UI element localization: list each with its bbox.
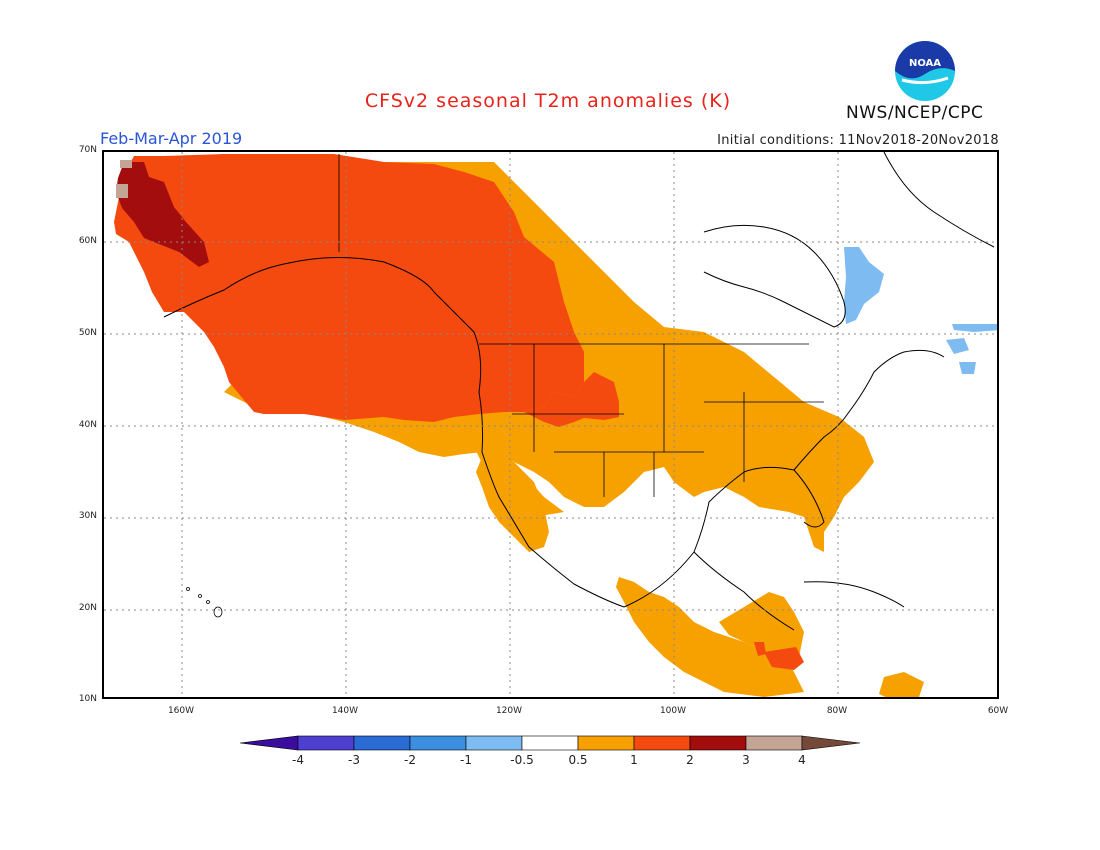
colorbar-cell: [465, 735, 523, 751]
lat-label: 70N: [78, 145, 97, 155]
colorbar-cell: [689, 735, 747, 751]
cold-anomaly-field: [844, 247, 997, 374]
colorbar: [240, 735, 861, 751]
lon-label: 100W: [659, 706, 687, 716]
colorbar-cell: [577, 735, 635, 751]
lon-label: 120W: [495, 706, 523, 716]
anomaly-field-1-2: [114, 154, 804, 670]
colorbar-label: 3: [742, 753, 750, 767]
lat-label: 30N: [78, 511, 97, 521]
colorbar-label: -3: [348, 753, 360, 767]
colorbar-label: 1: [630, 753, 638, 767]
anomaly-map: [104, 152, 997, 697]
lon-label: 140W: [331, 706, 359, 716]
map-title: CFSv2 seasonal T2m anomalies (K): [364, 90, 732, 112]
colorbar-cell: [409, 735, 467, 751]
lat-label: 60N: [78, 236, 97, 246]
lat-label: 40N: [78, 420, 97, 430]
lat-label: 50N: [78, 328, 97, 338]
political-borders: [338, 154, 824, 497]
colorbar-label: -4: [292, 753, 304, 767]
lat-label: 20N: [78, 603, 97, 613]
lon-label: 160W: [167, 706, 195, 716]
colorbar-label: 4: [798, 753, 806, 767]
colorbar-label: -1: [460, 753, 472, 767]
noaa-logo: NOAA: [895, 41, 955, 101]
lon-label: 80W: [826, 706, 848, 716]
colorbar-cell: [240, 735, 299, 751]
colorbar-cell: [297, 735, 355, 751]
colorbar-cell: [801, 735, 861, 751]
colorbar-cell: [521, 735, 579, 751]
lon-label: 60W: [987, 706, 1009, 716]
colorbar-label: 2: [686, 753, 694, 767]
initial-conditions: Initial conditions: 11Nov2018-20Nov2018: [717, 133, 999, 148]
map-panel: [102, 150, 999, 699]
colorbar-cell: [745, 735, 803, 751]
anomaly-field-3-4: [116, 160, 132, 198]
colorbar-cell: [633, 735, 691, 751]
colorbar-label: -2: [404, 753, 416, 767]
lat-label: 10N: [78, 694, 97, 704]
forecast-period: Feb-Mar-Apr 2019: [100, 129, 243, 148]
hawaii-islands: [186, 587, 223, 618]
graticule: [104, 152, 997, 697]
logo-text: NOAA: [909, 58, 941, 69]
organization-label: NWS/NCEP/CPC: [846, 103, 984, 123]
anomaly-field-2-3: [116, 162, 209, 267]
colorbar-label: 0.5: [568, 753, 588, 767]
colorbar-cell: [353, 735, 411, 751]
colorbar-label: -0.5: [510, 753, 534, 767]
